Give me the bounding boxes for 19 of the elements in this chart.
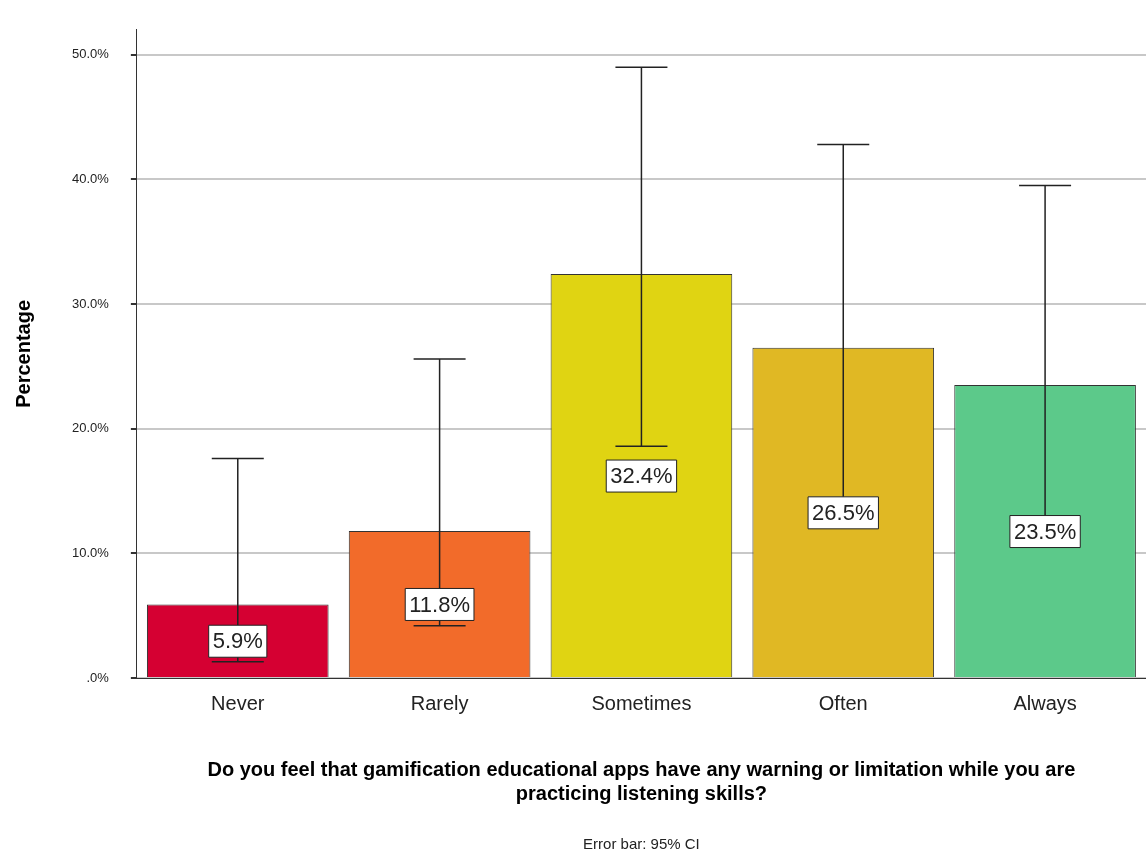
- y-tick-label: .0%: [86, 669, 110, 685]
- y-tick-label: 30.0%: [71, 295, 110, 311]
- x-axis-title: Do you feel that gamification educational apps have any warning or limitation while you are practicing listening skills?: [207, 757, 1076, 804]
- y-tick-label: 20.0%: [71, 420, 110, 436]
- x-tick-label: Always: [1013, 691, 1077, 714]
- y-tick-label: 40.0%: [71, 170, 110, 186]
- data-label: 5.9%: [212, 628, 263, 654]
- x-tick-label: Rarely: [410, 691, 469, 714]
- y-tick-label: 50.0%: [71, 46, 110, 62]
- data-label: 23.5%: [1013, 518, 1077, 544]
- x-tick-label: Sometimes: [591, 691, 692, 714]
- y-tick-label: 10.0%: [71, 544, 110, 560]
- data-label: 32.4%: [610, 463, 673, 489]
- text: Error bar: 95% CI: [583, 834, 700, 852]
- x-tick-label: Never: [211, 691, 265, 714]
- y-axis-title: Percentage: [11, 299, 34, 408]
- data-label: 11.8%: [409, 591, 470, 617]
- data-label: 26.5%: [812, 499, 875, 525]
- x-tick-label: Often: [818, 691, 868, 714]
